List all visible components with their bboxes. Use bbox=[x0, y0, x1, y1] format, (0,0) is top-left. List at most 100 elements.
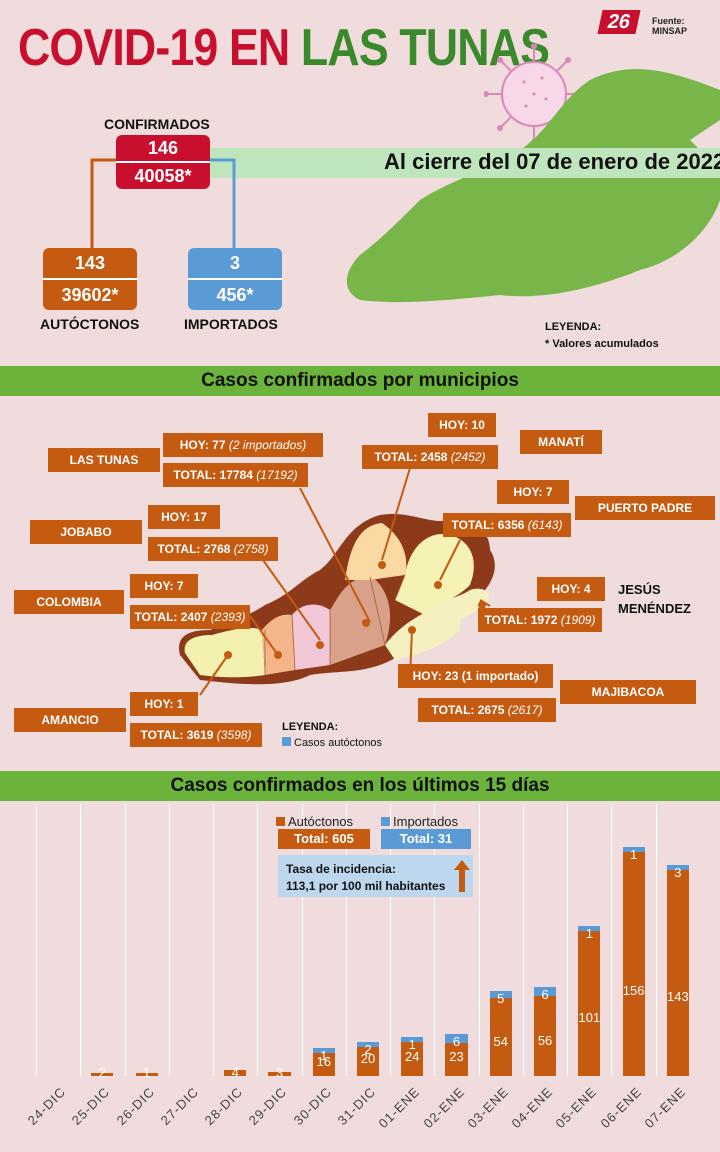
municipio-name-majibacoa: MAJIBACOA bbox=[560, 680, 696, 704]
grid-line bbox=[169, 804, 170, 1076]
date-band bbox=[210, 148, 720, 178]
data-label-importados: 3 bbox=[674, 865, 682, 881]
data-label-autoctonos: 4 bbox=[231, 1065, 239, 1080]
grid-line bbox=[523, 804, 524, 1076]
x-tick-label: 01-ENE bbox=[375, 1084, 423, 1132]
importados-today: 3 bbox=[229, 253, 240, 273]
data-label-importados: 6 bbox=[541, 986, 549, 1002]
x-tick-label: 26-DIC bbox=[113, 1084, 158, 1128]
x-tick-label: 04-ENE bbox=[508, 1084, 556, 1132]
data-label-importados: 1 bbox=[408, 1036, 416, 1052]
data-label-importados: 1 bbox=[585, 925, 593, 941]
municipio-total-jobabo: TOTAL: 2768 (2758) bbox=[148, 537, 278, 561]
bar-importados-06-ENE bbox=[622, 846, 645, 852]
confirmed-label: CONFIRMADOS bbox=[104, 116, 210, 132]
bar-autoctonos-30-DIC bbox=[312, 1053, 335, 1076]
importados-total: 456* bbox=[188, 278, 282, 310]
grid-line bbox=[656, 804, 657, 1076]
bar-importados-02-ENE bbox=[445, 1034, 468, 1043]
legend-swatch-autoctonos bbox=[276, 817, 285, 826]
municipio-today-majibacoa: HOY: 23 (1 importado) bbox=[398, 664, 553, 688]
autoctonos-total: 39602* bbox=[43, 278, 137, 310]
municipio-total-puerto-padre: TOTAL: 6356 (6143) bbox=[443, 513, 571, 537]
importados-box: 3 456* bbox=[188, 248, 282, 310]
municipio-today-amancio: HOY: 1 bbox=[130, 692, 198, 716]
bar-autoctonos-06-ENE bbox=[622, 851, 645, 1076]
grid-line bbox=[213, 804, 214, 1076]
legend-swatch bbox=[282, 737, 291, 746]
municipio-today-manati: HOY: 10 bbox=[428, 413, 496, 437]
x-tick-label: 24-DIC bbox=[24, 1084, 69, 1128]
municipio-total-jesus-menendez: TOTAL: 1972 (1909) bbox=[478, 608, 602, 632]
bar-autoctonos-26-DIC bbox=[135, 1073, 158, 1076]
chart-legend-autoctonos: Autóctonos bbox=[276, 814, 353, 829]
source-text: Fuente: MINSAP bbox=[652, 16, 688, 36]
grid-line bbox=[302, 804, 303, 1076]
chart-section-title: Casos confirmados en los últimos 15 días bbox=[0, 771, 720, 801]
municipio-name-amancio: AMANCIO bbox=[14, 708, 126, 732]
municipios-leaders bbox=[199, 467, 491, 696]
x-tick-label: 02-ENE bbox=[420, 1084, 468, 1132]
grid-line bbox=[434, 804, 435, 1076]
bar-autoctonos-03-ENE bbox=[489, 998, 512, 1076]
bar-importados-30-DIC bbox=[312, 1048, 335, 1053]
municipios-map bbox=[179, 513, 495, 685]
x-tick-label: 28-DIC bbox=[201, 1084, 246, 1128]
autoctonos-today: 143 bbox=[74, 253, 106, 273]
data-label-autoctonos: 54 bbox=[493, 1033, 509, 1049]
x-tick-label: 06-ENE bbox=[597, 1084, 645, 1132]
municipio-name-jesus-menendez: JESÚS MENÉNDEZ bbox=[618, 582, 691, 616]
legend-swatch-importados bbox=[381, 817, 390, 826]
municipio-name-manati: MANATÍ bbox=[520, 430, 602, 454]
municipio-today-jesus-menendez: HOY: 4 bbox=[537, 577, 605, 601]
incidence-box: Tasa de incidencia: 113,1 por 100 mil ha… bbox=[278, 855, 473, 897]
data-label-autoctonos: 143 bbox=[667, 989, 689, 1005]
bar-importados-03-ENE bbox=[489, 991, 512, 999]
bar-autoctonos-04-ENE bbox=[534, 995, 557, 1076]
x-tick-label: 31-DIC bbox=[334, 1084, 379, 1128]
grid-line bbox=[567, 804, 568, 1076]
bar-importados-05-ENE bbox=[578, 925, 601, 931]
data-label-autoctonos: 24 bbox=[405, 1048, 420, 1064]
bar-importados-01-ENE bbox=[401, 1036, 424, 1042]
data-label-autoctonos: 3 bbox=[275, 1065, 284, 1080]
total-importados: Total: 31 bbox=[381, 829, 471, 849]
data-label-importados: 1 bbox=[629, 846, 638, 862]
x-tick-label: 07-ENE bbox=[641, 1084, 689, 1132]
chart-legend-importados: Importados bbox=[381, 814, 458, 829]
municipio-total-las-tunas: TOTAL: 17784 (17192) bbox=[163, 463, 308, 487]
bar-autoctonos-01-ENE bbox=[401, 1041, 424, 1076]
autoctonos-box: 143 39602* bbox=[43, 248, 137, 310]
municipio-total-colombia: TOTAL: 2407 (2393) bbox=[130, 605, 250, 629]
bar-importados-04-ENE bbox=[534, 986, 557, 996]
municipio-name-colombia: COLOMBIA bbox=[14, 590, 124, 614]
report-date: Al cierre del 07 de enero de 2022 bbox=[384, 149, 720, 174]
data-label-autoctonos: 156 bbox=[622, 982, 645, 998]
municipio-total-manati: TOTAL: 2458 (2452) bbox=[362, 445, 498, 469]
municipio-total-majibacoa: TOTAL: 2675 (2617) bbox=[418, 698, 556, 722]
summary-legend-title: LEYENDA: bbox=[545, 321, 602, 333]
grid-line bbox=[36, 804, 37, 1076]
bar-autoctonos-07-ENE bbox=[666, 870, 689, 1076]
municipios-section-title: Casos confirmados por municipios bbox=[0, 366, 720, 396]
total-autoctonos: Total: 605 bbox=[278, 829, 370, 849]
logo-26: 26 bbox=[597, 10, 641, 34]
confirmed-total: 40058* bbox=[116, 161, 210, 189]
data-label-autoctonos: 2 bbox=[98, 1065, 106, 1080]
grid-line bbox=[479, 804, 480, 1076]
data-label-autoctonos: 1 bbox=[143, 1065, 151, 1080]
data-label-importados: 1 bbox=[320, 1048, 328, 1063]
page-title: COVID-19 EN LAS TUNAS bbox=[18, 19, 550, 77]
autoctonos-label: AUTÓCTONOS bbox=[40, 316, 140, 332]
data-label-importados: 6 bbox=[452, 1034, 461, 1050]
municipio-total-amancio: TOTAL: 3619 (3598) bbox=[130, 723, 262, 747]
municipio-today-puerto-padre: HOY: 7 bbox=[497, 480, 569, 504]
summary-legend-text: * Valores acumulados bbox=[545, 338, 659, 350]
municipio-today-las-tunas: HOY: 77 (2 importados) bbox=[163, 433, 323, 457]
bar-chart: 2 1 4 3 16 1 20 2 24 1 23 6 54 5 56 6 101 1 156 1 143 3 bbox=[36, 804, 700, 1080]
bar-importados-07-ENE bbox=[666, 865, 689, 871]
municipio-today-colombia: HOY: 7 bbox=[130, 574, 198, 598]
x-axis-labels: 24-DIC 25-DIC 26-DIC 27-DIC 28-DIC 29-DIC 30-D… bbox=[25, 1080, 700, 1150]
data-label-importados: 2 bbox=[364, 1042, 372, 1058]
bar-autoctonos-29-DIC bbox=[268, 1071, 291, 1076]
